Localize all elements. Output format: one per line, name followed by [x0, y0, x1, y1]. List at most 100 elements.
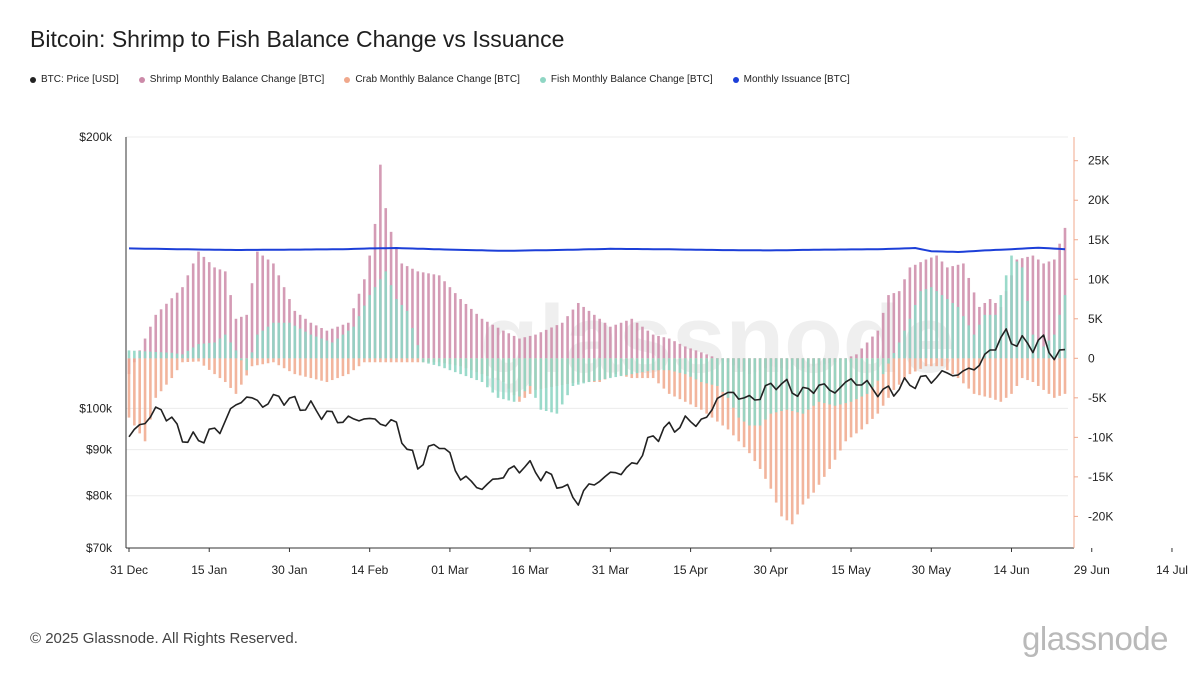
- bar-crab-102: [673, 358, 676, 397]
- legend-item-issuance[interactable]: Monthly Issuance [BTC]: [732, 74, 850, 85]
- bar-fish-128: [812, 358, 815, 406]
- bar-shrimp-145: [903, 279, 906, 359]
- bar-fish-162: [994, 314, 997, 359]
- bar-fish-16: [213, 342, 216, 359]
- bar-shrimp-81: [560, 322, 564, 359]
- bar-crab-101: [667, 358, 671, 394]
- bar-fish-132: [833, 358, 837, 406]
- bar-fish-106: [694, 358, 698, 380]
- bar-crab-36: [320, 358, 323, 381]
- bar-crab-17: [218, 358, 222, 379]
- bar-crab-171: [1042, 358, 1045, 390]
- bar-fish-28: [277, 322, 281, 359]
- bar-crab-159: [978, 358, 981, 396]
- bar-shrimp-77: [539, 332, 543, 359]
- bar-shrimp-101: [667, 338, 671, 359]
- bar-fish-34: [309, 334, 313, 359]
- bar-crab-103: [678, 358, 682, 400]
- legend-item-crab[interactable]: Crab Monthly Balance Change [BTC]: [344, 74, 520, 85]
- x-tick-10: 30 May: [912, 563, 951, 577]
- bar-crab-20: [234, 358, 238, 394]
- bar-fish-56: [427, 358, 430, 364]
- bar-fish-114: [737, 358, 741, 418]
- bar-shrimp-140: [876, 330, 880, 359]
- bar-fish-86: [587, 358, 591, 383]
- bar-fish-171: [1042, 346, 1045, 359]
- bar-fish-165: [1010, 255, 1013, 359]
- bar-crab-26: [266, 358, 270, 364]
- bar-shrimp-103: [678, 343, 682, 359]
- bar-shrimp-104: [683, 346, 687, 359]
- bar-shrimp-3: [143, 338, 147, 359]
- bar-fish-30: [288, 322, 291, 359]
- legend-item-price[interactable]: BTC: Price [USD]: [30, 74, 119, 85]
- bar-fish-40: [341, 334, 345, 359]
- bar-shrimp-92: [619, 322, 623, 359]
- bar-fish-133: [839, 358, 842, 405]
- bar-fish-13: [197, 344, 200, 359]
- legend-item-shrimp[interactable]: Shrimp Monthly Balance Change [BTC]: [138, 74, 324, 85]
- bar-crab-42: [352, 358, 355, 371]
- bar-fish-101: [667, 358, 671, 371]
- bar-fish-21: [240, 358, 243, 361]
- bar-crab-5: [154, 358, 158, 398]
- bar-shrimp-20: [234, 318, 238, 359]
- bar-fish-151: [935, 291, 938, 359]
- bar-shrimp-98: [651, 334, 655, 359]
- bar-crab-151: [935, 358, 938, 367]
- bar-fish-100: [662, 358, 666, 371]
- x-tick-8: 30 Apr: [753, 563, 788, 577]
- bar-fish-1: [133, 350, 136, 359]
- bar-fish-23: [250, 352, 254, 359]
- bar-fish-63: [464, 358, 468, 377]
- bar-crab-127: [806, 358, 810, 499]
- x-tick-1: 15 Jan: [191, 563, 227, 577]
- bar-crab-105: [689, 358, 692, 405]
- bar-shrimp-18: [223, 271, 227, 359]
- bar-crab-154: [951, 358, 954, 375]
- bar-crab-168: [1026, 358, 1029, 381]
- bar-fish-175: [1063, 295, 1067, 359]
- bar-fish-4: [149, 351, 152, 359]
- bar-fish-43: [357, 316, 361, 359]
- legend-item-fish[interactable]: Fish Monthly Balance Change [BTC]: [539, 74, 713, 85]
- bar-shrimp-24: [256, 251, 259, 359]
- bar-shrimp-8: [170, 298, 174, 359]
- bar-fish-37: [325, 340, 329, 359]
- bar-shrimp-57: [432, 274, 436, 359]
- bar-shrimp-88: [598, 318, 601, 359]
- bar-fish-61: [453, 358, 457, 373]
- bar-fish-127: [806, 358, 810, 410]
- bar-crab-18: [223, 358, 227, 383]
- copyright-text: © 2025 Glassnode. All Rights Reserved.: [30, 630, 298, 647]
- bar-fish-7: [165, 352, 168, 359]
- bar-fish-84: [576, 358, 580, 385]
- legend-label-fish: Fish Monthly Balance Change [BTC]: [550, 74, 713, 85]
- bar-fish-92: [619, 358, 623, 377]
- axes: $70k $80k $90k $100k $200k 25K 20K 15K 10K 5K 0 -5K…: [79, 130, 1188, 577]
- bar-shrimp-174: [1058, 243, 1061, 359]
- y-right-tick-3: 10K: [1088, 272, 1109, 286]
- bar-shrimp-62: [459, 299, 462, 359]
- bar-crab-44: [363, 358, 366, 363]
- bar-fish-83: [571, 358, 575, 386]
- bar-shrimp-144: [897, 291, 901, 359]
- bar-fish-168: [1026, 301, 1029, 359]
- bar-fish-18: [223, 334, 227, 359]
- bar-shrimp-136: [855, 354, 858, 359]
- bar-shrimp-67: [486, 321, 489, 359]
- x-tick-2: 30 Jan: [271, 563, 307, 577]
- legend-label-issuance: Monthly Issuance [BTC]: [743, 74, 850, 85]
- bar-fish-156: [962, 316, 965, 359]
- bar-shrimp-54: [416, 271, 420, 359]
- bar-shrimp-171: [1042, 263, 1045, 359]
- bar-crab-21: [240, 358, 243, 385]
- line-series: [128, 246, 1066, 506]
- bar-fish-49: [389, 285, 393, 359]
- bar-shrimp-135: [849, 356, 853, 359]
- bar-fish-11: [186, 350, 190, 359]
- bar-crab-49: [389, 358, 393, 363]
- bar-shrimp-75: [528, 335, 532, 359]
- bar-shrimp-84: [576, 302, 580, 359]
- bar-crab-148: [919, 358, 922, 369]
